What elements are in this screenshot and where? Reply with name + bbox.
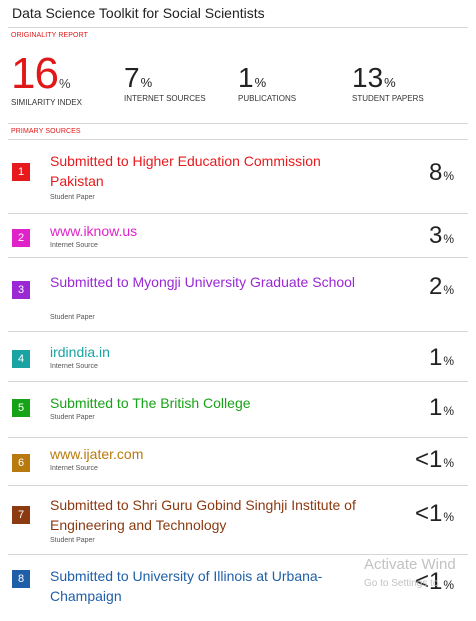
percent-unit: % [443,354,454,368]
source-percent: 1% [429,344,454,372]
similarity-index-stat: 16% SIMILARITY INDEX [11,49,82,108]
source-item[interactable]: 6 www.ijater.com Internet Source <1% [8,438,468,478]
source-type: Internet Source [50,363,98,370]
publications-stat: 1% PUBLICATIONS [238,62,297,104]
originality-report-label: ORIGINALITY REPORT [11,32,89,39]
internet-sources-value: 7 [124,62,140,93]
source-percent: <1% [415,446,454,474]
student-papers-value: 13 [352,62,384,93]
divider [8,213,468,214]
student-papers-caption: STUDENT PAPERS [352,94,424,103]
source-name[interactable]: Submitted to University of Illinois at U… [50,568,323,604]
percent-unit: % [443,169,454,183]
similarity-index-value: 16 [11,49,59,98]
rank-badge: 7 [12,506,30,524]
source-percent-value: 1 [428,394,443,421]
divider [8,437,468,438]
percent-unit: % [254,75,267,90]
source-name[interactable]: Submitted to Myongji University Graduate… [50,274,356,290]
source-percent: 1% [429,394,454,422]
rank-badge: 4 [12,350,30,368]
rank-badge: 5 [12,399,30,417]
source-type: Student Paper [50,414,95,421]
source-percent-value: 8 [428,159,443,186]
source-item[interactable]: 1 Submitted to Higher Education Commissi… [8,140,468,201]
percent-unit: % [443,456,454,470]
percent-unit: % [443,283,454,297]
rank-badge: 8 [12,570,30,588]
rank-badge: 2 [12,229,30,247]
percent-unit: % [443,510,454,524]
source-name[interactable]: irdindia.in [50,344,110,360]
source-percent: 2% [429,273,454,301]
source-name[interactable]: Submitted to The British College [50,395,251,411]
publications-value: 1 [238,62,254,93]
publications-caption: PUBLICATIONS [238,94,297,103]
internet-sources-caption: INTERNET SOURCES [124,94,206,103]
source-item[interactable]: 4 irdindia.in Internet Source 1% [8,332,468,372]
divider [8,123,468,124]
student-papers-stat: 13% STUDENT PAPERS [352,62,424,104]
source-type: Internet Source [50,242,98,249]
percent-unit: % [443,232,454,246]
source-item[interactable]: 5 Submitted to The British College Stude… [8,382,468,422]
divider [8,381,468,382]
divider [8,485,468,486]
source-percent-value: <1 [414,446,443,473]
source-type: Student Paper [50,194,95,201]
rank-badge: 3 [12,281,30,299]
source-type: Student Paper [50,314,95,321]
similarity-index-caption: SIMILARITY INDEX [11,98,82,107]
percent-unit: % [140,75,153,90]
source-percent-value: <1 [414,568,443,595]
source-name[interactable]: www.iknow.us [50,223,138,239]
divider [8,257,468,258]
percent-unit: % [384,75,396,90]
primary-sources-label: PRIMARY SOURCES [11,128,81,135]
percent-unit: % [58,76,71,91]
source-percent: 3% [429,222,454,250]
internet-sources-stat: 7% INTERNET SOURCES [124,62,206,104]
source-item[interactable]: 8 Submitted to University of Illinois at… [8,555,468,615]
source-percent: <1% [415,568,454,596]
source-item[interactable]: 2 www.iknow.us Internet Source 3% [8,214,468,254]
source-percent-value: <1 [414,500,443,527]
document-title: Data Science Toolkit for Social Scientis… [12,5,265,21]
source-percent: 8% [429,159,454,187]
activation-watermark-subtext: Go to Settings to [364,578,439,589]
source-name[interactable]: Submitted to Shri Guru Gobind Singhji In… [50,497,356,533]
rank-badge: 6 [12,454,30,472]
divider [8,27,468,28]
percent-unit: % [443,578,454,592]
percent-unit: % [443,404,454,418]
source-percent-value: 1 [428,344,443,371]
source-type: Student Paper [50,537,95,544]
source-type: Internet Source [50,465,98,472]
divider [8,554,468,555]
source-item[interactable]: 7 Submitted to Shri Guru Gobind Singhji … [8,486,468,548]
activation-watermark: Activate Wind [364,556,456,573]
source-name[interactable]: Submitted to Higher Education Commission… [50,153,321,189]
source-percent: <1% [415,500,454,528]
source-percent-value: 3 [428,222,443,249]
source-name[interactable]: www.ijater.com [50,446,144,462]
rank-badge: 1 [12,163,30,181]
divider [8,139,468,140]
source-item[interactable]: 3 Submitted to Myongji University Gradua… [8,258,468,328]
divider [8,331,468,332]
source-percent-value: 2 [428,273,443,300]
